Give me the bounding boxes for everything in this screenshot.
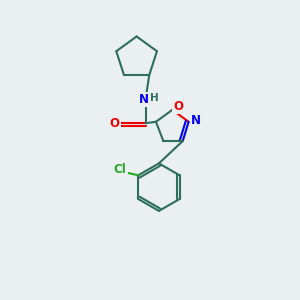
Text: O: O bbox=[174, 100, 184, 113]
Text: N: N bbox=[139, 93, 148, 106]
Text: Cl: Cl bbox=[114, 163, 127, 176]
Text: H: H bbox=[150, 93, 159, 103]
Text: O: O bbox=[109, 117, 119, 130]
Text: N: N bbox=[191, 114, 201, 127]
